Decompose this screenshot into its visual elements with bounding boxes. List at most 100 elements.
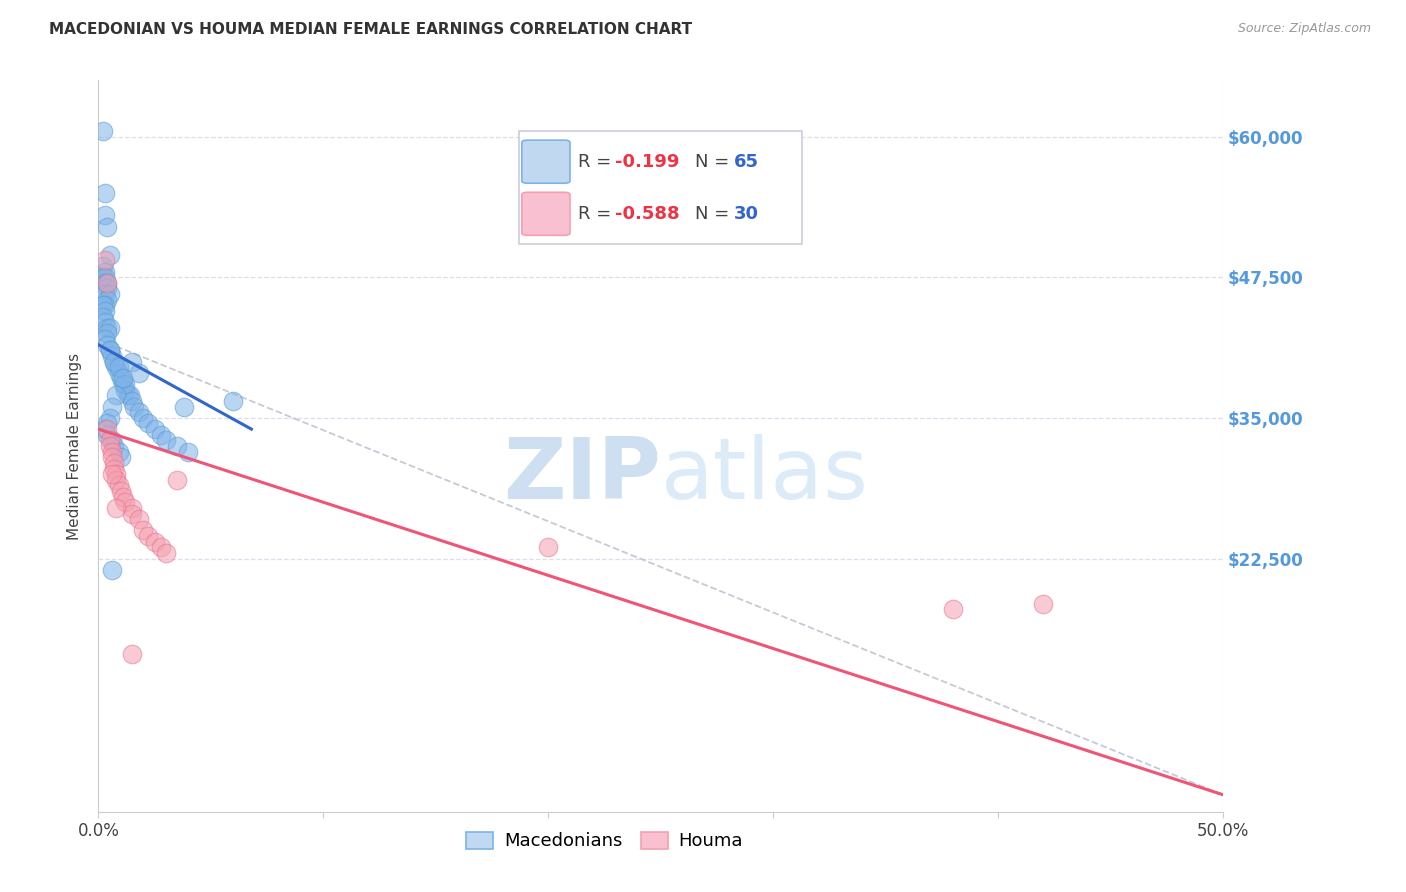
Point xyxy=(132,410,155,425)
Point xyxy=(105,473,128,487)
Point xyxy=(98,439,121,453)
Point xyxy=(91,310,114,324)
Point xyxy=(94,332,117,346)
Point xyxy=(121,647,143,661)
Text: R =: R = xyxy=(578,205,617,223)
Point xyxy=(103,456,125,470)
Point xyxy=(110,483,132,498)
Point xyxy=(166,439,188,453)
Point xyxy=(103,354,125,368)
Point xyxy=(177,444,200,458)
Point xyxy=(128,366,150,380)
Point xyxy=(94,276,117,290)
Point xyxy=(121,500,143,515)
Point xyxy=(128,405,150,419)
Point xyxy=(107,366,129,380)
Point xyxy=(103,439,125,453)
Y-axis label: Median Female Earnings: Median Female Earnings xyxy=(67,352,83,540)
Text: atlas: atlas xyxy=(661,434,869,516)
Legend: Macedonians, Houma: Macedonians, Houma xyxy=(458,824,751,857)
Point xyxy=(94,264,117,278)
Point xyxy=(94,422,117,436)
Point xyxy=(101,444,124,458)
Point xyxy=(98,434,121,448)
Point xyxy=(110,450,132,465)
Point xyxy=(98,343,121,358)
Point xyxy=(94,298,117,312)
Point xyxy=(114,377,136,392)
Point xyxy=(136,417,159,431)
Point xyxy=(101,349,124,363)
Point xyxy=(94,270,117,285)
Point xyxy=(105,467,128,482)
Point xyxy=(136,529,159,543)
Point xyxy=(155,434,177,448)
Point xyxy=(94,304,117,318)
Point xyxy=(101,400,124,414)
Text: N =: N = xyxy=(695,153,735,170)
Point xyxy=(96,321,118,335)
Point xyxy=(124,400,146,414)
Point xyxy=(150,427,173,442)
Point xyxy=(101,450,124,465)
Point xyxy=(173,400,195,414)
Point xyxy=(107,360,129,375)
Point xyxy=(96,427,118,442)
Point xyxy=(103,354,125,368)
Point xyxy=(110,371,132,385)
Point xyxy=(96,276,118,290)
Point xyxy=(96,337,118,351)
Point xyxy=(117,388,139,402)
Point xyxy=(121,354,143,368)
Point xyxy=(98,287,121,301)
FancyBboxPatch shape xyxy=(522,193,569,235)
Point xyxy=(98,410,121,425)
Point xyxy=(121,507,143,521)
Text: Source: ZipAtlas.com: Source: ZipAtlas.com xyxy=(1237,22,1371,36)
Point xyxy=(114,495,136,509)
Point xyxy=(98,248,121,262)
Point xyxy=(112,377,135,392)
Point xyxy=(112,490,135,504)
Point xyxy=(98,343,121,358)
Point xyxy=(94,287,117,301)
Point xyxy=(96,219,118,234)
Point xyxy=(96,281,118,295)
Text: 30: 30 xyxy=(734,205,759,223)
Point xyxy=(150,541,173,555)
Point xyxy=(91,270,114,285)
Text: MACEDONIAN VS HOUMA MEDIAN FEMALE EARNINGS CORRELATION CHART: MACEDONIAN VS HOUMA MEDIAN FEMALE EARNIN… xyxy=(49,22,692,37)
Point xyxy=(155,546,177,560)
Point xyxy=(166,473,188,487)
Point xyxy=(112,371,135,385)
Point xyxy=(537,541,560,555)
Point xyxy=(91,259,114,273)
Text: N =: N = xyxy=(695,205,735,223)
Point xyxy=(942,602,965,616)
Point xyxy=(91,298,114,312)
Point xyxy=(107,478,129,492)
Point xyxy=(96,326,118,341)
Point xyxy=(94,186,117,200)
Point xyxy=(94,208,117,222)
Point xyxy=(96,417,118,431)
Point xyxy=(98,321,121,335)
Point xyxy=(114,383,136,397)
Point xyxy=(143,422,166,436)
Point xyxy=(143,534,166,549)
Point xyxy=(94,315,117,329)
Text: -0.588: -0.588 xyxy=(616,205,681,223)
Point xyxy=(103,461,125,475)
Point xyxy=(105,388,128,402)
Text: -0.199: -0.199 xyxy=(616,153,679,170)
Text: R =: R = xyxy=(578,153,617,170)
Point xyxy=(118,388,141,402)
Point xyxy=(105,360,128,375)
Text: 65: 65 xyxy=(734,153,759,170)
Point xyxy=(101,467,124,482)
Point xyxy=(1032,597,1054,611)
Point xyxy=(101,563,124,577)
Point xyxy=(96,422,118,436)
Point xyxy=(101,434,124,448)
Point xyxy=(222,394,245,409)
